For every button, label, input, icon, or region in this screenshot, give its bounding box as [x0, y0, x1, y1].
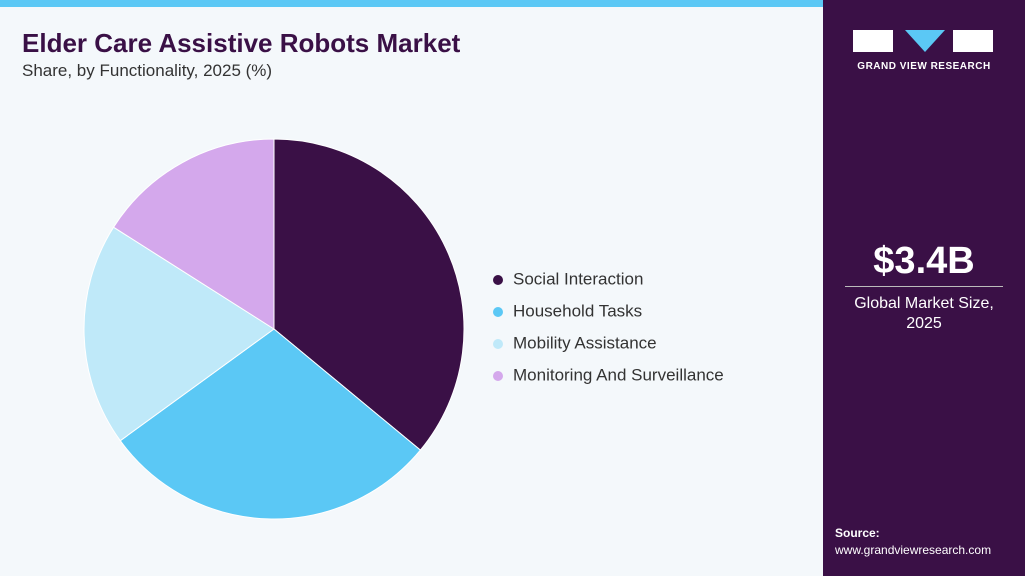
logo [853, 30, 993, 52]
top-bar [0, 0, 823, 7]
market-size-label: Global Market Size, 2025 [854, 295, 994, 332]
source-label: Source: [835, 526, 880, 540]
legend-label: Mobility Assistance [513, 333, 657, 352]
chart-subtitle: Share, by Functionality, 2025 (%) [22, 61, 273, 80]
legend-label: Social Interaction [513, 269, 643, 288]
pie-slice [119, 328, 422, 520]
pie-slice [83, 226, 275, 442]
legend-marker [493, 275, 503, 285]
chart-area: Elder Care Assistive Robots Market Share… [0, 0, 823, 520]
legend-label: Monitoring And Surveillance [513, 365, 724, 384]
legend-label: Household Tasks [513, 301, 642, 320]
chart-title: Elder Care Assistive Robots Market [22, 28, 461, 58]
pie-slice [273, 138, 465, 451]
brand: GRAND VIEW RESEARCH [857, 61, 991, 72]
legend-marker [493, 339, 503, 349]
legend-marker [493, 371, 503, 381]
market-size: $3.4B [873, 240, 975, 282]
source-url: www.grandviewresearch.com [835, 543, 992, 557]
divider [845, 286, 1003, 287]
legend-marker [493, 307, 503, 317]
chart: Social Interaction Household Tasks Mobilit… [83, 138, 724, 520]
pie-slice [112, 138, 275, 330]
sidebar: GRAND VIEW RESEARCH $3.4B Global Market … [823, 0, 1025, 576]
